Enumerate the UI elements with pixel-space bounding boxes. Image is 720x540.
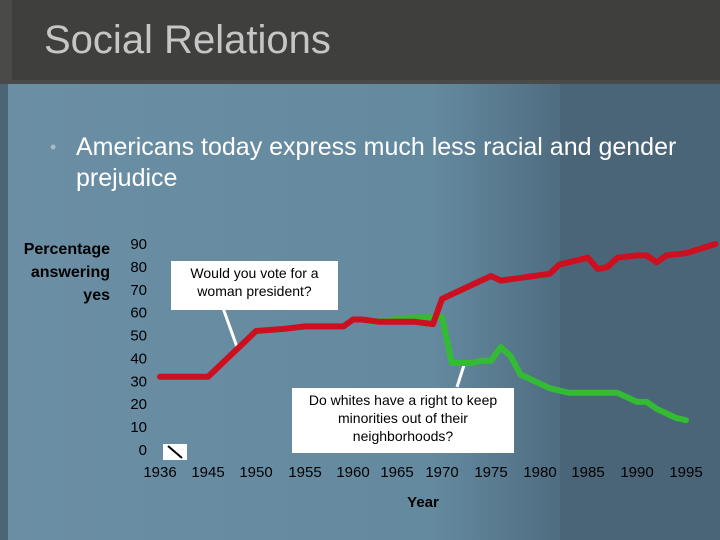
bullet-text: Americans today express much less racial… xyxy=(76,133,677,192)
title-bar: Social Relations xyxy=(0,0,720,84)
annotation-keep-minorities-out: Do whites have a right to keep minoritie… xyxy=(292,388,514,453)
slide-title: Social Relations xyxy=(44,18,331,62)
x-tick-label: 1960 xyxy=(336,464,369,481)
x-tick-label: 1990 xyxy=(620,464,653,481)
series-layer xyxy=(157,241,719,424)
x-axis-ticks: 1936 1945 1950 1955 1960 1965 1970 1975 1980 1985… xyxy=(143,464,702,481)
y-axis-label-line-2: answering xyxy=(30,264,110,281)
y-tick-label: 90 xyxy=(130,236,147,253)
y-tick-label: 30 xyxy=(130,373,147,390)
series-line-woman-president xyxy=(157,241,719,380)
x-tick-label: 1970 xyxy=(425,464,458,481)
x-axis-title: Year xyxy=(407,494,439,511)
y-axis-ticks: 90 80 70 60 50 40 30 20 10 0 xyxy=(130,236,147,459)
x-tick-label: 1980 xyxy=(523,464,556,481)
axis-break-mark xyxy=(167,445,183,459)
y-tick-label: 60 xyxy=(130,305,147,322)
y-tick-label: 70 xyxy=(130,282,147,299)
y-axis-label: Percentage answering yes xyxy=(4,238,110,307)
y-tick-label: 0 xyxy=(139,442,147,459)
bullet-dot-icon: • xyxy=(50,137,57,157)
y-axis-label-line-1: Percentage xyxy=(23,241,110,258)
x-tick-label: 1975 xyxy=(474,464,507,481)
annotation-woman-president: Would you vote for a woman president? xyxy=(171,261,338,310)
y-tick-label: 20 xyxy=(130,396,147,413)
y-tick-label: 50 xyxy=(130,328,147,345)
left-edge-panel xyxy=(0,84,8,540)
y-tick-label: 40 xyxy=(130,350,147,367)
x-tick-label: 1950 xyxy=(239,464,272,481)
x-tick-label: 1936 xyxy=(143,464,176,481)
x-tick-label: 1995 xyxy=(669,464,702,481)
x-tick-label: 1955 xyxy=(288,464,321,481)
callout-pointers xyxy=(221,307,467,388)
bullet-point: • Americans today express much less raci… xyxy=(50,132,690,194)
series-line-keep-minorities-out xyxy=(367,314,689,424)
y-axis-label-line-3: yes xyxy=(83,287,110,304)
x-tick-label: 1965 xyxy=(380,464,413,481)
y-tick-label: 10 xyxy=(130,419,147,436)
title-inner-panel xyxy=(12,0,720,80)
x-tick-label: 1985 xyxy=(571,464,604,481)
axis-break-icon xyxy=(163,444,187,460)
right-shadow-panel xyxy=(560,84,720,540)
callout-pointer-woman xyxy=(221,307,239,348)
x-tick-label: 1945 xyxy=(191,464,224,481)
y-tick-label: 80 xyxy=(130,259,147,276)
callout-pointer-minorities xyxy=(455,361,467,388)
